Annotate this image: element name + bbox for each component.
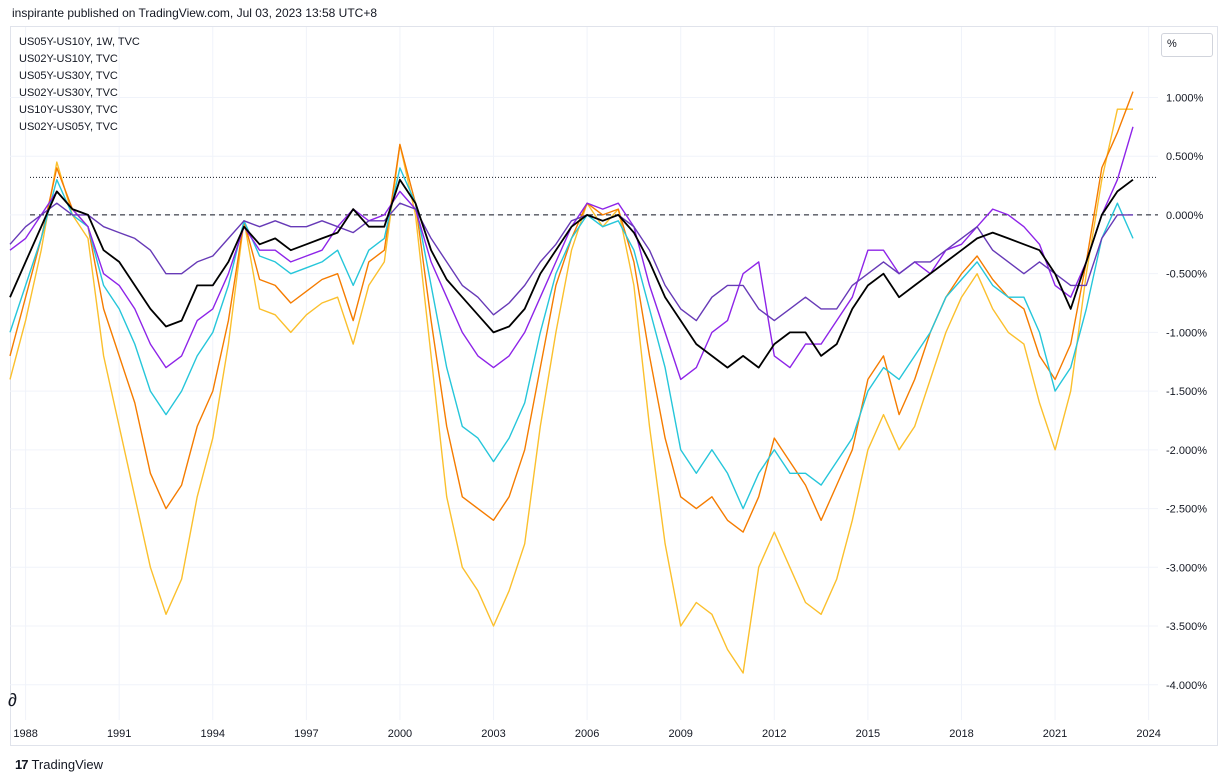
- series-line: [9, 167, 1134, 510]
- series-line: [9, 178, 1134, 369]
- y-tick-label: -1.500%: [1166, 386, 1207, 398]
- legend-entry[interactable]: US02Y-US30Y, TVC: [19, 87, 118, 99]
- x-tick-label: 2006: [575, 728, 599, 740]
- ear-icon[interactable]: ∂: [8, 690, 17, 710]
- x-tick-label: 1988: [13, 728, 37, 740]
- x-tick-label: 2012: [762, 728, 786, 740]
- x-tick-label: 2024: [1136, 728, 1160, 740]
- y-tick-label: 0.500%: [1166, 151, 1204, 163]
- x-tick-label: 1991: [107, 728, 131, 740]
- grid-lines: [10, 27, 1158, 720]
- y-tick-label: -1.000%: [1166, 327, 1207, 339]
- legend-entry[interactable]: US05Y-US10Y, 1W, TVC: [19, 36, 140, 48]
- x-tick-label: 2000: [388, 728, 412, 740]
- y-tick-label: -0.500%: [1166, 269, 1207, 281]
- y-axis-ticks: 1.000% 0.500% 0.000% -0.500% -1.000% -1.500% -…: [1166, 92, 1207, 691]
- legend-entry[interactable]: US02Y-US10Y, TVC: [19, 53, 118, 65]
- y-tick-label: -3.500%: [1166, 621, 1207, 633]
- x-tick-label: 2003: [481, 728, 505, 740]
- y-tick-label: 1.000%: [1166, 92, 1204, 104]
- y-tick-label: 0.000%: [1166, 210, 1204, 222]
- y-tick-label: -3.000%: [1166, 562, 1207, 574]
- y-tick-label: -2.500%: [1166, 504, 1207, 516]
- series-lines: [9, 91, 1134, 674]
- series-line: [9, 91, 1134, 533]
- published-by-text: inspirante published on TradingView.com,…: [12, 6, 378, 20]
- x-tick-label: 2009: [668, 728, 692, 740]
- tradingview-logo-icon[interactable]: 17: [15, 757, 29, 772]
- legend-entry[interactable]: US02Y-US05Y, TVC: [19, 121, 118, 133]
- x-tick-label: 2018: [949, 728, 973, 740]
- x-axis-ticks: 1988 1991 1994 1997 2000 2003 2006 2009 2012 2015…: [13, 728, 1161, 740]
- x-tick-label: 2021: [1043, 728, 1067, 740]
- footer: 17 TradingView: [15, 757, 103, 772]
- x-tick-label: 2015: [856, 728, 880, 740]
- tradingview-brand[interactable]: TradingView: [31, 757, 104, 772]
- y-tick-label: -4.000%: [1166, 680, 1207, 692]
- y-tick-label: -2.000%: [1166, 445, 1207, 457]
- legend-entry[interactable]: US05Y-US30Y, TVC: [19, 70, 118, 82]
- reference-lines: [30, 176, 1158, 216]
- series-line: [9, 108, 1133, 674]
- unit-selector[interactable]: %: [1161, 33, 1213, 57]
- x-tick-label: 1997: [294, 728, 318, 740]
- legend-entry[interactable]: US10Y-US30Y, TVC: [19, 104, 118, 116]
- x-tick-label: 1994: [201, 728, 225, 740]
- legend: US05Y-US10Y, 1W, TVC US02Y-US10Y, TVC US…: [19, 34, 140, 136]
- series-line: [9, 202, 1133, 322]
